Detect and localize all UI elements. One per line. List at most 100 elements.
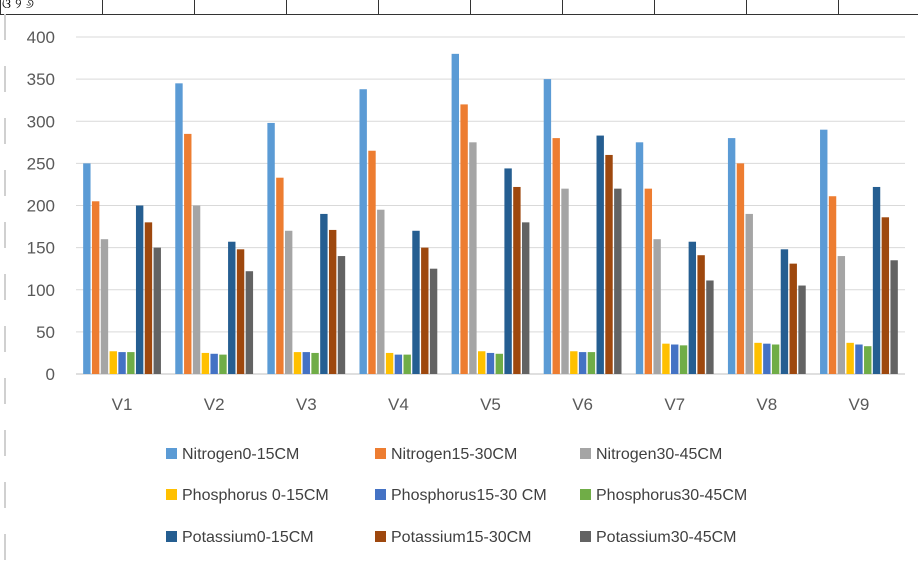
legend-swatch [166, 448, 177, 459]
bar [236, 249, 245, 374]
x-tick-label: V1 [112, 395, 133, 414]
bar [570, 351, 578, 374]
border-dash [4, 378, 6, 404]
bar [727, 138, 736, 374]
bar [872, 186, 881, 374]
bar [359, 89, 367, 375]
border-dash [4, 118, 6, 144]
table-cell-divider [194, 0, 195, 14]
x-tick-label: V4 [388, 395, 409, 414]
border-dash [4, 430, 6, 456]
y-tick-label: 50 [36, 323, 55, 342]
legend-label: Nitrogen15-30CM [391, 446, 517, 463]
bar [153, 247, 161, 374]
legend-label: Potassium0-15CM [182, 529, 314, 546]
border-dash [4, 274, 6, 300]
border-dash [4, 14, 6, 40]
legend-swatch [375, 448, 386, 459]
bar [83, 163, 91, 374]
bar [320, 213, 328, 374]
bar [798, 285, 806, 374]
bar [451, 53, 459, 374]
bar [635, 142, 644, 374]
legend-label: Nitrogen0-15CM [182, 446, 299, 463]
bar [460, 104, 468, 375]
bar [429, 268, 438, 374]
bar [100, 239, 109, 374]
bar [596, 135, 604, 374]
bar [837, 256, 846, 374]
bar [311, 352, 319, 374]
bar [587, 352, 596, 374]
bar [745, 213, 753, 374]
bar [846, 342, 854, 374]
y-tick-label: 0 [46, 365, 55, 384]
y-tick-label: 400 [27, 28, 55, 47]
bar [662, 343, 670, 374]
bar [267, 122, 275, 374]
bar [504, 168, 512, 374]
x-tick-label: V9 [849, 395, 870, 414]
y-tick-label: 350 [27, 70, 55, 89]
bar [302, 352, 310, 374]
table-cell-divider [746, 0, 747, 14]
bar [469, 142, 477, 374]
legend-swatch [166, 531, 177, 542]
bar [219, 354, 227, 374]
bar [543, 79, 552, 374]
bar [771, 344, 780, 374]
bar [890, 260, 898, 374]
bar [293, 352, 302, 374]
bar [522, 222, 530, 374]
legend-label: Phosphorus 0-15CM [182, 487, 329, 504]
left-dashed-border [4, 14, 6, 566]
bar [201, 352, 210, 374]
bar [855, 344, 863, 374]
bar [394, 354, 403, 374]
bar [736, 163, 745, 374]
legend-swatch [375, 531, 386, 542]
x-axis-ticks: V1 V2 V3 V4 V5 V6 V7 V8 V9 [112, 395, 870, 414]
bar [688, 241, 697, 374]
border-dash [4, 482, 6, 508]
table-cell-divider [838, 0, 839, 14]
bar [671, 344, 679, 374]
bar [421, 247, 429, 374]
legend-swatch [580, 448, 591, 459]
x-tick-label: V5 [480, 395, 501, 414]
y-tick-label: 200 [27, 197, 55, 216]
legend-label: Phosphorus15-30 CM [391, 487, 547, 504]
bar [368, 150, 376, 374]
bar [780, 249, 789, 374]
legend-label: Potassium15-30CM [391, 529, 532, 546]
bar [385, 352, 394, 374]
bar [578, 352, 587, 374]
table-cell-divider [470, 0, 471, 14]
bar [175, 83, 183, 375]
table-cell-divider [654, 0, 655, 14]
bar [706, 280, 714, 374]
bar [486, 352, 495, 374]
bar [135, 205, 144, 374]
table-border [0, 0, 918, 15]
bar [789, 263, 797, 374]
chart-bars [83, 53, 898, 375]
border-dash [4, 326, 6, 352]
table-cell-divider [378, 0, 379, 14]
y-tick-label: 300 [27, 112, 55, 131]
bar [109, 351, 117, 374]
table-cell-divider [286, 0, 287, 14]
y-tick-label: 100 [27, 281, 55, 300]
chart-legend: Nitrogen0-15CM Nitrogen15-30CM Nitrogen30-… [166, 446, 747, 546]
legend-swatch [375, 489, 386, 500]
bar [754, 342, 762, 374]
table-header-row: ଓ ୨ ୬ [0, 0, 918, 15]
bar [552, 138, 560, 374]
bar [697, 255, 705, 374]
bar [403, 354, 411, 374]
bar [377, 209, 385, 374]
x-tick-label: V8 [756, 395, 777, 414]
bar [864, 346, 872, 374]
bar [605, 154, 613, 374]
